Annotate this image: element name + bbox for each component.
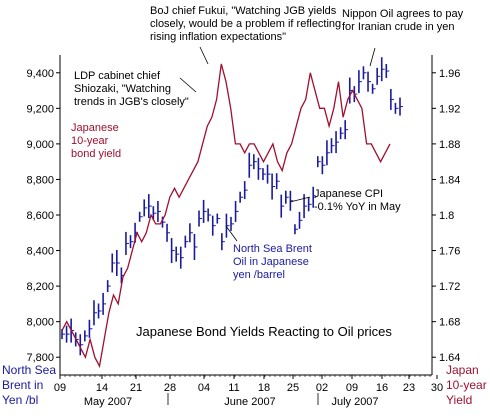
chart-title: Japanese Bond Yields Reacting to Oil pri… (136, 324, 392, 339)
left-tick-label: 8,800 (26, 174, 54, 186)
x-tick-label: 25 (287, 382, 299, 394)
annotation-line: yen /barrel (233, 269, 285, 281)
x-tick-label: 02 (316, 382, 328, 394)
left-tick-label: 8,200 (26, 281, 54, 293)
right-tick-label: 1.84 (439, 174, 460, 186)
annotation-arrow-oil (225, 225, 238, 242)
annotation-line: bond yield (71, 148, 121, 160)
x-tick-label: 14 (96, 382, 108, 394)
x-tick-label: 23 (403, 382, 415, 394)
annotation-fukui: BoJ chief Fukui, "Watching JGB yieldsclo… (150, 5, 341, 43)
left-tick-label: 8,400 (26, 246, 54, 258)
right-axis-ticks: 1.64 1.68 1.72 1.76 1.8 1.84 1.88 1.92 1.96 (432, 68, 460, 364)
left-tick-label: 7,800 (26, 352, 54, 364)
x-tick-label: 11 (228, 382, 239, 394)
left-axis-ticks: 7,800 8,000 8,200 8,400 8,600 8,800 9,000 9,200… (26, 68, 60, 364)
x-tick-label: 28 (164, 382, 176, 394)
x-tick-label: 30 (431, 382, 443, 394)
annotation-line: for Iranian crude in yen (342, 21, 455, 33)
yield-series-line (61, 63, 391, 369)
annotation-arrow-ldp (179, 77, 197, 93)
annotation-line: trends in JGB's closely" (74, 96, 189, 108)
annotation-line: Oil in Japanese (233, 256, 309, 268)
x-axis-ticks: 09 14 21 28 04 11 18 25 02 09 16 23 30 (54, 375, 443, 394)
month-label: July 2007 (331, 396, 378, 408)
right-tick-label: 1.88 (439, 139, 460, 151)
annotation-line: Japanese (71, 122, 119, 134)
annotation-line: Nippon Oil agrees to pay (342, 8, 464, 20)
x-tick-label: 21 (130, 382, 142, 394)
right-tick-label: 1.8 (439, 210, 454, 222)
annotation-cpi: Japanese CPI-0.1% YoY in May (314, 188, 401, 213)
annotation-line: LDP cabinet chief (74, 70, 161, 82)
right-tick-label: 1.64 (439, 352, 460, 364)
annotation-line: BoJ chief Fukui, "Watching JGB yields (150, 5, 337, 17)
annotation-line: Shiozaki, "Watching (74, 83, 171, 95)
right-axis-label-line3: Yield (446, 393, 472, 407)
left-tick-label: 9,000 (26, 139, 54, 151)
right-tick-label: 1.68 (439, 317, 460, 329)
left-axis-label-line2: Brent in (2, 378, 43, 392)
x-tick-label: 18 (258, 382, 270, 394)
left-tick-label: 8,000 (26, 317, 54, 329)
right-tick-label: 1.76 (439, 246, 460, 258)
month-label: May 2007 (84, 396, 132, 408)
left-axis-label-line1: North Sea (2, 363, 56, 377)
left-tick-label: 8,600 (26, 210, 54, 222)
month-labels: May 2007 June 2007 July 2007 (84, 393, 379, 408)
x-tick-label: 09 (54, 382, 66, 394)
left-tick-label: 9,400 (26, 68, 54, 80)
annotation-line: rising inflation expectations" (150, 31, 286, 43)
right-axis-label-line1: Japan (446, 363, 479, 377)
month-label: June 2007 (224, 396, 275, 408)
annotation-arrow-fukui (199, 46, 209, 65)
right-axis-label-line2: 10-year (446, 378, 487, 392)
annotation-line: 10-year (71, 135, 109, 147)
annotation-line: Japanese CPI (314, 188, 383, 200)
right-tick-label: 1.92 (439, 103, 460, 115)
annotation-arrow-cpi (289, 196, 311, 203)
right-tick-label: 1.72 (439, 281, 460, 293)
left-axis-label-line3: Yen /bl (2, 393, 38, 407)
left-tick-label: 9,200 (26, 103, 54, 115)
right-tick-label: 1.96 (439, 68, 460, 80)
annotation-arrow-nippon (369, 47, 376, 67)
x-tick-label: 16 (376, 382, 388, 394)
x-tick-label: 04 (198, 382, 210, 394)
annotation-line: -0.1% YoY in May (314, 201, 401, 213)
annotation-line: North Sea Brent (233, 243, 312, 255)
annotation-line: closely, would be a problem if reflectin… (150, 18, 341, 30)
x-tick-label: 09 (346, 382, 358, 394)
